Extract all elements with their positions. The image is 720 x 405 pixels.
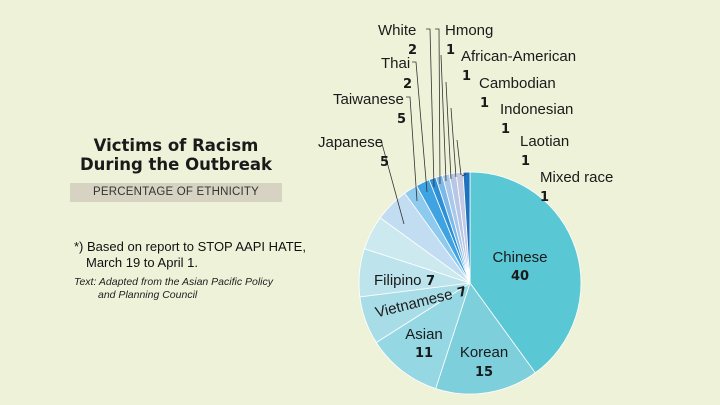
source-note: Text: Adapted from the Asian Pacific Pol… <box>74 276 304 302</box>
label-korean: Korean <box>460 344 508 361</box>
leader-line-taiwanese <box>406 96 418 202</box>
footnote-line2: March 19 to April 1. <box>86 255 198 270</box>
value-vietnamese: 7 <box>456 284 468 301</box>
value-japanese: 5 <box>380 155 389 170</box>
label-asian: Asian <box>405 326 443 343</box>
chart-title-line1: Victims of Racism <box>93 136 259 155</box>
value-korean: 15 <box>475 365 493 380</box>
value-asian: 11 <box>415 346 433 361</box>
source-line2: and Planning Council <box>98 289 198 301</box>
value-taiwanese: 5 <box>397 112 406 127</box>
chart-subtitle: PERCENTAGE OF ETHNICITY <box>70 183 282 202</box>
value-cambodian: 1 <box>480 96 489 111</box>
leader-line-mixed-race <box>461 173 467 177</box>
leader-line-white <box>426 28 435 188</box>
value-african-american: 1 <box>462 69 471 84</box>
slice-asian <box>375 282 471 390</box>
value-laotian: 1 <box>521 154 530 169</box>
label-cambodian: Cambodian <box>479 75 556 92</box>
label-african-american: African-American <box>461 48 576 65</box>
leader-line-japanese <box>377 139 405 225</box>
value-thai: 2 <box>403 77 412 92</box>
leader-line-cambodian <box>445 81 452 180</box>
label-laotian: Laotian <box>520 133 569 150</box>
value-white: 2 <box>408 43 417 58</box>
slice-mixed-race <box>462 171 471 284</box>
label-filipino: Filipino <box>374 272 422 289</box>
label-mixed-race: Mixed race <box>540 169 613 186</box>
label-hmong: Hmong <box>445 22 493 39</box>
chart-title-line2: During the Outbreak <box>79 155 272 174</box>
footnote: *) Based on report to STOP AAPI HATE, Ma… <box>74 239 309 271</box>
leader-line-thai <box>412 61 428 193</box>
leader-line-laotian <box>456 139 462 176</box>
label-thai: Thai <box>381 55 410 72</box>
value-hmong: 1 <box>446 43 455 58</box>
footnote-line1: *) Based on report to STOP AAPI HATE, <box>74 239 306 254</box>
slice-chinese <box>469 171 582 374</box>
value-indonesian: 1 <box>501 122 510 137</box>
value-chinese: 40 <box>511 269 529 284</box>
slice-korean <box>435 282 536 395</box>
leader-line-indonesian <box>450 107 457 178</box>
chart-title: Victims of Racism During the Outbreak <box>70 136 282 174</box>
label-indonesian: Indonesian <box>500 101 573 118</box>
leader-line-hmong <box>435 28 441 185</box>
label-japanese: Japanese <box>318 134 383 151</box>
source-line1: Text: Adapted from the Asian Pacific Pol… <box>74 276 274 288</box>
label-white: White <box>378 22 416 39</box>
label-taiwanese: Taiwanese <box>333 91 404 108</box>
value-mixed-race: 1 <box>540 190 549 205</box>
value-filipino: 7 <box>426 274 435 289</box>
label-chinese: Chinese <box>492 249 547 266</box>
leader-line-african-american <box>440 54 447 182</box>
